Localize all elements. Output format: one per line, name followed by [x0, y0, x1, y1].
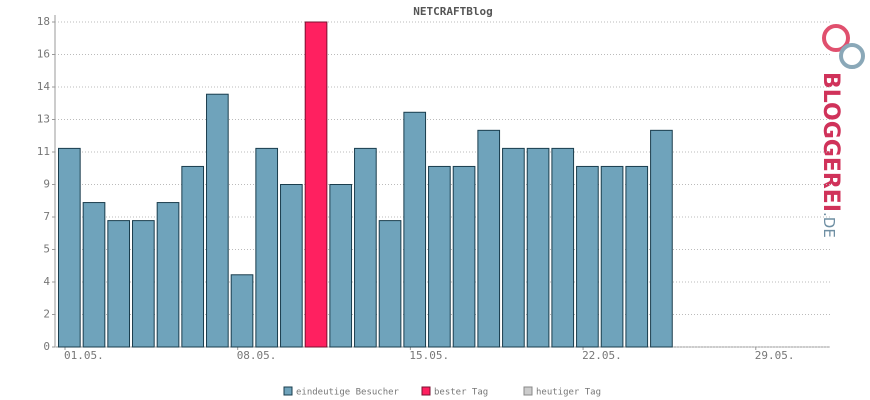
bar — [206, 93, 229, 348]
y-tick-label: 13 — [37, 113, 50, 126]
x-tick-label: 15.05. — [409, 349, 449, 362]
y-tick-label: 11 — [37, 145, 50, 158]
logo-text: BLOGGEREI.DE — [818, 72, 843, 238]
legend-swatch — [523, 386, 533, 396]
bar — [230, 274, 254, 348]
bar — [280, 184, 303, 348]
bar — [156, 202, 180, 348]
legend: eindeutige Besucher bester Tag heutiger … — [283, 386, 601, 398]
y-tick-label: 18 — [37, 15, 50, 28]
bar — [600, 165, 624, 348]
bar — [576, 165, 599, 348]
logo-icon — [839, 43, 865, 69]
bar — [255, 147, 279, 348]
bar — [452, 165, 476, 348]
logo-name: BLOGGEREI — [818, 72, 843, 212]
x-tick-label: 01.05. — [64, 349, 104, 362]
bar — [403, 111, 427, 348]
y-tick-label: 7 — [43, 210, 50, 223]
bar — [132, 220, 155, 348]
legend-label: eindeutige Besucher — [296, 388, 400, 398]
legend-swatch — [421, 386, 431, 396]
bar — [650, 129, 673, 348]
logo: BLOGGEREI.DE — [818, 24, 865, 238]
legend-label: bester Tag — [434, 388, 488, 398]
legend-label: heutiger Tag — [536, 388, 601, 398]
y-tick-label: 9 — [43, 178, 50, 191]
x-tick-label: 22.05. — [582, 349, 622, 362]
x-tick-label: 08.05. — [237, 349, 277, 362]
bar — [428, 165, 451, 348]
y-tick-label: 16 — [37, 48, 50, 61]
bar — [181, 165, 205, 348]
y-tick-label: 14 — [37, 80, 51, 93]
logo-icon — [822, 24, 850, 52]
bar — [82, 202, 106, 348]
chart-title: NETCRAFTBlog — [413, 5, 492, 18]
x-tick-label: 29.05. — [755, 349, 795, 362]
bar — [551, 147, 575, 348]
bar — [107, 220, 131, 348]
bar — [329, 184, 353, 348]
y-tick-label: 2 — [43, 308, 50, 321]
legend-swatch — [283, 386, 293, 396]
bar — [378, 220, 402, 348]
bar — [477, 129, 501, 348]
bar — [625, 165, 649, 348]
y-tick-label: 0 — [43, 340, 50, 353]
bar — [502, 147, 525, 348]
y-tick-label: 4 — [43, 275, 50, 288]
bar — [526, 147, 550, 348]
logo-tld: .DE — [820, 212, 838, 238]
y-tick-label: 5 — [43, 243, 50, 256]
bar — [354, 147, 377, 348]
bar — [58, 147, 81, 348]
bar — [304, 21, 328, 348]
